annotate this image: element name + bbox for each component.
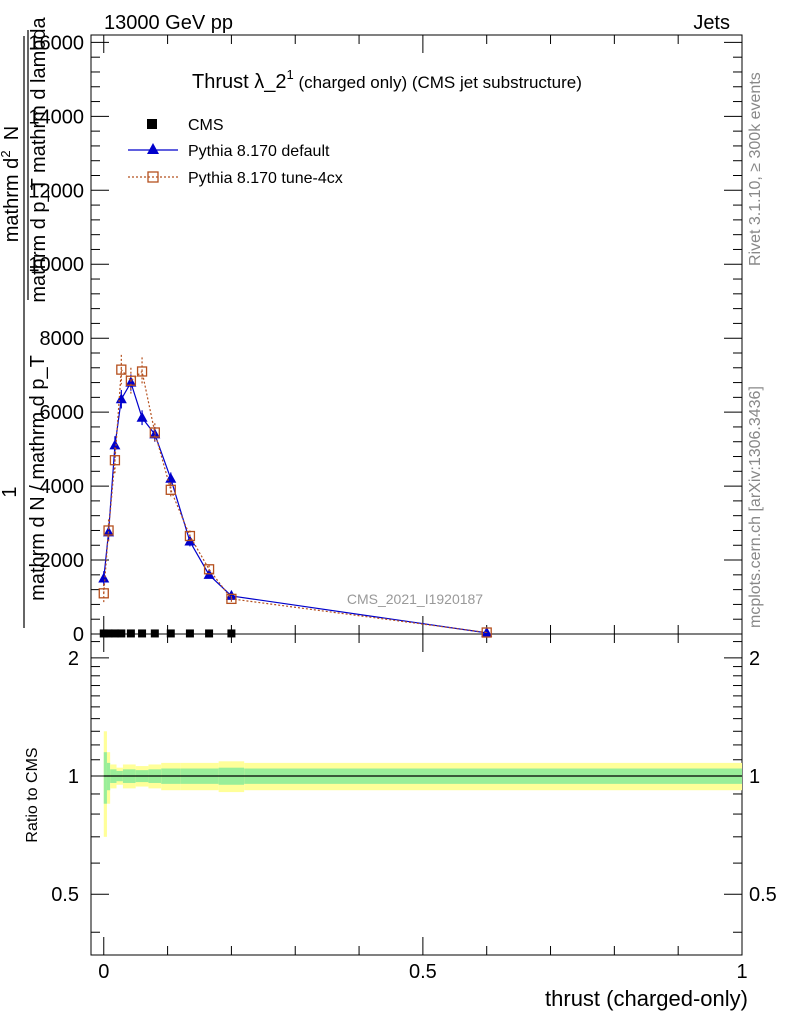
y-tick-label: 2000 [40,550,85,572]
legend-label-cms: CMS [188,117,224,134]
default-point [98,572,110,583]
legend-marker-tune [147,171,159,183]
title-rest: (charged only) (CMS jet substructure) [294,73,582,92]
ratio-y-tick-label-right: 2 [749,648,760,670]
x-tick-label: 1 [736,961,747,983]
main-axes: 0 2000 4000 6000 8000 10000 12000 14000 16000 [28,32,743,646]
default-point [481,626,493,637]
mcplots-label: mcplots.cern.ch [arXiv:1306.3436] [747,386,764,628]
title-main: Thrust λ_2 [192,71,286,93]
tune-point [116,364,127,375]
cms-data-point [205,629,214,638]
header-left: 13000 GeV pp [104,12,233,34]
legend-marker-default [147,143,159,154]
tune-point [125,375,137,386]
ratio-y-tick-label-right: 1 [749,766,760,788]
y-tick-label: 6000 [40,402,85,424]
tune-point [226,593,237,605]
tune-point [203,564,215,575]
y-tick-label: 14000 [28,106,84,128]
y-label-numer-top: mathrm d [1,158,23,242]
tune-point [103,525,114,536]
x-axis-label: thrust (charged-only) [545,986,748,1011]
cms-data-point [166,629,175,638]
title-sup: 1 [286,67,293,82]
x-tick-label: 0 [98,961,109,983]
default-point [109,439,121,450]
tune-point [98,588,109,599]
y-label-denom: mathrm d p_T mathrm d lambda [28,16,50,302]
tune-point [481,627,492,638]
legend-item-default: Pythia 8.170 default [128,143,330,160]
ratio-band-green [103,752,107,804]
ratio-axes: 0 0.5 1 0.5 0.5 1 1 2 2 [51,634,777,983]
tune-point [165,484,176,495]
cms-data-point [99,629,108,638]
y-label-frac-den: mathrm d N / mathrm d p_T [27,355,49,601]
y-tick-label: 4000 [40,476,85,498]
y-tick-label: 10000 [28,254,84,276]
cms-data-point [110,629,119,638]
y-label-numer-sup: 2 [0,150,13,157]
svg-text:Thrust λ_21 (charged only) (CM: Thrust λ_21 (charged only) (CMS jet subs… [192,67,582,93]
ratio-frame [90,633,743,956]
y-tick-label: 16000 [28,32,84,54]
default-point [165,472,177,483]
x-tick-label: 0.5 [409,961,437,983]
default-point [115,393,127,404]
legend-label-tune: Pythia 8.170 tune-4cx [188,170,343,187]
series-2 [98,354,492,638]
cms-data-point [117,629,126,638]
ratio-bands [103,731,743,837]
watermark: CMS_2021_I1920187 [347,591,483,607]
legend-item-cms: CMS [147,117,224,134]
y-tick-label: 0 [73,624,84,646]
y-axis-label: 1 mathrm d N / mathrm d p_T mathrm d 2 N… [0,16,50,628]
cms-data-point [126,629,135,638]
y-tick-label: 12000 [28,180,84,202]
ratio-y-tick-label: 1 [68,766,79,788]
cms-data-point [185,629,194,638]
ratio-y-tick-label-right: 0.5 [749,884,777,906]
legend-label-default: Pythia 8.170 default [188,143,330,160]
default-point [103,526,115,537]
cms-data-point [150,629,159,638]
legend-item-tune: Pythia 8.170 tune-4cx [128,170,343,187]
chart-title: Thrust λ_21 (charged only) (CMS jet subs… [192,67,582,93]
default-point [136,411,148,422]
tune-point [184,530,196,542]
ratio-y-label: Ratio to CMS [24,747,41,842]
ratio-y-tick-label: 0.5 [51,884,79,906]
cms-data-point [227,629,236,638]
y-label-numer-bottom: N [1,126,23,140]
rivet-label: Rivet 3.1.10, ≥ 300k events [747,72,764,266]
ratio-y-tick-label: 2 [68,648,79,670]
y-label-frac-num: 1 [0,486,21,497]
tune-point [109,455,121,466]
series-0 [99,629,236,638]
cms-data-point [104,629,113,638]
tune-point [136,366,148,377]
header-right: Jets [693,12,730,34]
legend-marker-cms [147,119,157,129]
tune-point [149,427,160,438]
cms-data-point [138,629,147,638]
legend: CMS Pythia 8.170 default Pythia 8.170 tu… [128,117,343,187]
y-tick-label: 8000 [40,328,85,350]
series-layer [98,354,493,638]
